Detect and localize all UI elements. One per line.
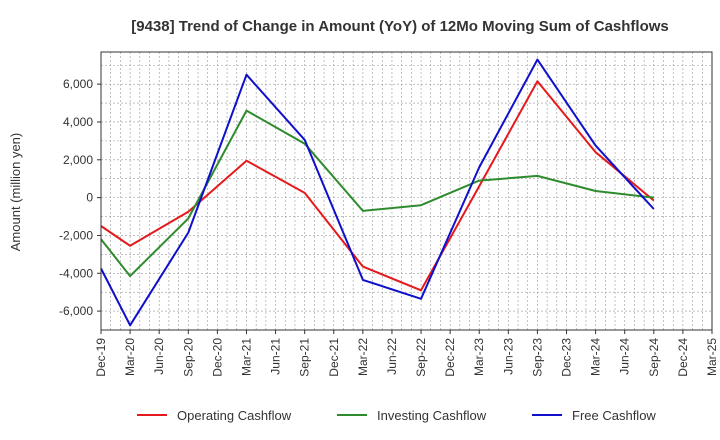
x-tick-label: Mar-20 — [123, 338, 137, 376]
x-tick-label: Dec-24 — [676, 338, 690, 377]
x-tick-label: Mar-21 — [239, 338, 253, 376]
x-tick-label: Dec-22 — [443, 338, 457, 377]
x-tick-label: Mar-22 — [356, 338, 370, 376]
y-tick-label: 0 — [86, 191, 93, 205]
y-tick-label: -2,000 — [59, 228, 93, 242]
x-tick-label: Jun-23 — [501, 338, 515, 375]
x-ticks: Dec-19 Mar-20 Jun-20 Sep-20 Dec-20 Mar-21 Jun-… — [94, 330, 719, 377]
x-tick-label: Sep-24 — [647, 338, 661, 377]
y-tick-label: -6,000 — [59, 304, 93, 318]
series-line-free-cashflow — [100, 58, 655, 327]
x-tick-label: Sep-21 — [298, 338, 312, 377]
x-tick-label: Mar-23 — [472, 338, 486, 376]
y-tick-label: 4,000 — [63, 115, 93, 129]
legend: Operating Cashflow Investing Cashflow Free… — [137, 408, 656, 423]
x-tick-label: Sep-23 — [530, 338, 544, 377]
x-tick-label: Sep-20 — [181, 338, 195, 377]
y-tick-label: 6,000 — [63, 77, 93, 91]
legend-label: Investing Cashflow — [377, 408, 487, 423]
x-tick-label: Dec-20 — [210, 338, 224, 377]
y-tick-label: -4,000 — [59, 266, 93, 280]
plot-area — [101, 52, 712, 330]
x-tick-label: Dec-23 — [560, 338, 574, 377]
x-tick-label: Sep-22 — [414, 338, 428, 377]
x-tick-label: Jun-21 — [269, 338, 283, 375]
chart-title: [9438] Trend of Change in Amount (YoY) o… — [131, 18, 669, 35]
series-line-operating-cashflow — [100, 80, 655, 292]
x-tick-label: Jun-24 — [618, 338, 632, 375]
legend-label: Operating Cashflow — [177, 408, 292, 423]
x-tick-label: Mar-25 — [705, 338, 719, 376]
y-tick-label: 2,000 — [63, 153, 93, 167]
axes — [100, 51, 713, 331]
x-tick-label: Jun-22 — [385, 338, 399, 375]
x-tick-label: Dec-19 — [94, 338, 108, 377]
x-tick-label: Mar-24 — [589, 338, 603, 376]
x-tick-label: Dec-21 — [327, 338, 341, 377]
y-axis-label: Amount (million yen) — [8, 133, 23, 252]
plot-frame — [100, 51, 713, 331]
legend-label: Free Cashflow — [572, 408, 656, 423]
plot-background — [101, 52, 712, 330]
grid — [100, 52, 713, 331]
x-tick-label: Jun-20 — [152, 338, 166, 375]
series-line-investing-cashflow — [100, 109, 654, 278]
y-ticks: -6,000 -4,000 -2,000 0 2,000 4,000 6,000 — [59, 77, 101, 318]
series-layer — [100, 58, 655, 327]
